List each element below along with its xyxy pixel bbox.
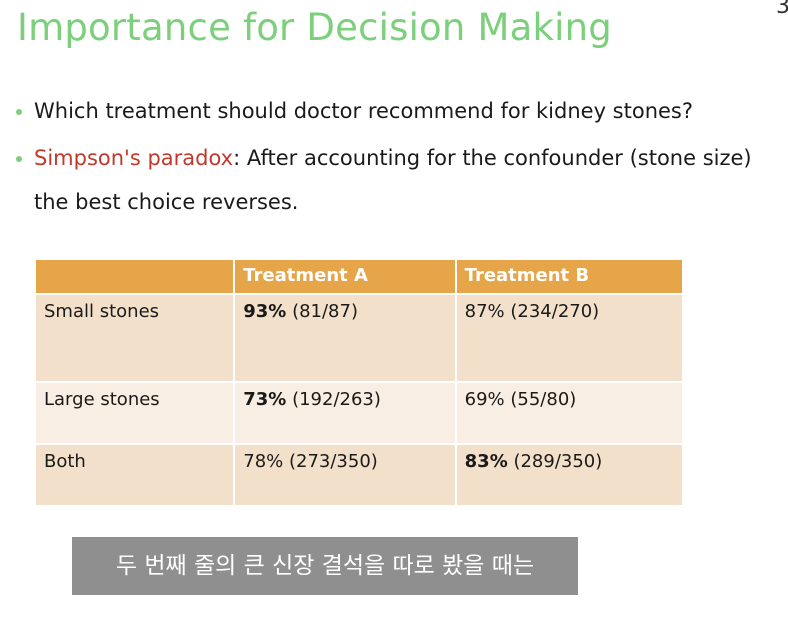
bullet-text-1: Which treatment should doctor recommend …	[34, 99, 694, 123]
table-row: Both 78% (273/350) 83% (289/350)	[33, 443, 685, 507]
table-header-treatment-b: Treatment B	[454, 258, 685, 295]
treatment-b-cell: 83% (289/350)	[454, 443, 685, 507]
table-row: Large stones 73% (192/263) 69% (55/80)	[33, 381, 685, 445]
row-label: Small stones	[33, 293, 236, 383]
subtitle-caption: 두 번째 줄의 큰 신장 결석을 따로 봤을 때는	[72, 537, 578, 595]
percent-value: 93%	[243, 301, 287, 322]
bullet-continuation: the best choice reverses.	[34, 190, 299, 214]
bullet-dot-icon	[16, 109, 22, 115]
bullet-dot-icon	[16, 156, 22, 162]
table-header-row: Treatment A Treatment B	[33, 258, 685, 295]
table-header-empty	[33, 258, 236, 295]
percent-value: 69%	[464, 389, 505, 410]
fraction-value: (234/270)	[504, 301, 600, 322]
treatment-a-cell: 78% (273/350)	[233, 443, 457, 507]
row-label: Both	[33, 443, 236, 507]
percent-value: 83%	[464, 451, 508, 472]
simpsons-paradox-term: Simpson's paradox	[34, 146, 234, 170]
table-row: Small stones 93% (81/87) 87% (234/270)	[33, 293, 685, 383]
percent-value: 87%	[464, 301, 505, 322]
fraction-value: (273/350)	[283, 451, 378, 472]
page-number: 3	[776, 0, 788, 19]
kidney-stone-table: Treatment A Treatment B Small stones 93%…	[33, 258, 685, 507]
treatment-a-cell: 73% (192/263)	[233, 381, 457, 445]
fraction-value: (55/80)	[504, 389, 577, 410]
slide-title: Importance for Decision Making	[17, 6, 612, 49]
bullet-text-2-rest: : After accounting for the confounder (s…	[233, 146, 752, 170]
fraction-value: (81/87)	[286, 301, 358, 322]
percent-value: 73%	[243, 389, 287, 410]
bullet-text-2: Simpson's paradox: After accounting for …	[34, 146, 752, 170]
treatment-b-cell: 69% (55/80)	[454, 381, 685, 445]
table-header-treatment-a: Treatment A	[233, 258, 457, 295]
fraction-value: (192/263)	[286, 389, 381, 410]
treatment-b-cell: 87% (234/270)	[454, 293, 685, 383]
row-label: Large stones	[33, 381, 236, 445]
percent-value: 78%	[243, 451, 284, 472]
treatment-a-cell: 93% (81/87)	[233, 293, 457, 383]
fraction-value: (289/350)	[507, 451, 603, 472]
